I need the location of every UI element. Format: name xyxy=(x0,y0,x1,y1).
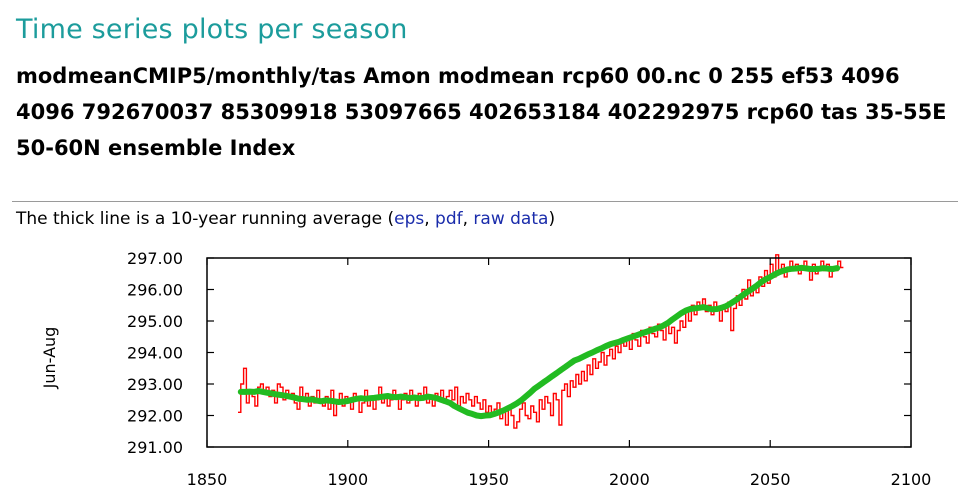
y-tick-label: 294.00 xyxy=(127,344,183,363)
caption-close: ) xyxy=(548,209,556,229)
caption-separator: , xyxy=(462,209,474,229)
divider xyxy=(12,201,958,202)
y-axis-label: Jun-Aug xyxy=(40,327,59,390)
pdf-link[interactable]: pdf xyxy=(435,209,463,229)
y-tick-label: 293.00 xyxy=(127,375,183,394)
x-tick-label: 1850 xyxy=(187,470,228,489)
y-tick-label: 297.00 xyxy=(127,249,183,268)
series-running-average-line xyxy=(237,264,841,420)
y-tick-label: 291.00 xyxy=(127,438,183,457)
y-tick-label: 292.00 xyxy=(127,407,183,426)
y-tick-label: 296.00 xyxy=(127,281,183,300)
eps-link[interactable]: eps xyxy=(394,209,425,229)
x-tick-label: 2100 xyxy=(891,470,932,489)
page-title: Time series plots per season xyxy=(16,14,408,45)
caption-text: The thick line is a 10-year running aver… xyxy=(16,209,395,229)
x-tick-label: 2050 xyxy=(750,470,791,489)
x-tick-label: 1950 xyxy=(468,470,509,489)
raw-data-link[interactable]: raw data xyxy=(473,209,549,229)
plot-caption: The thick line is a 10-year running aver… xyxy=(16,209,555,229)
y-tick-label: 295.00 xyxy=(127,312,183,331)
dataset-description: modmeanCMIP5/monthly/tas Amon modmean rc… xyxy=(16,64,947,160)
x-tick-label: 2000 xyxy=(609,470,650,489)
caption-separator: , xyxy=(424,209,436,229)
x-tick-label: 1900 xyxy=(327,470,368,489)
